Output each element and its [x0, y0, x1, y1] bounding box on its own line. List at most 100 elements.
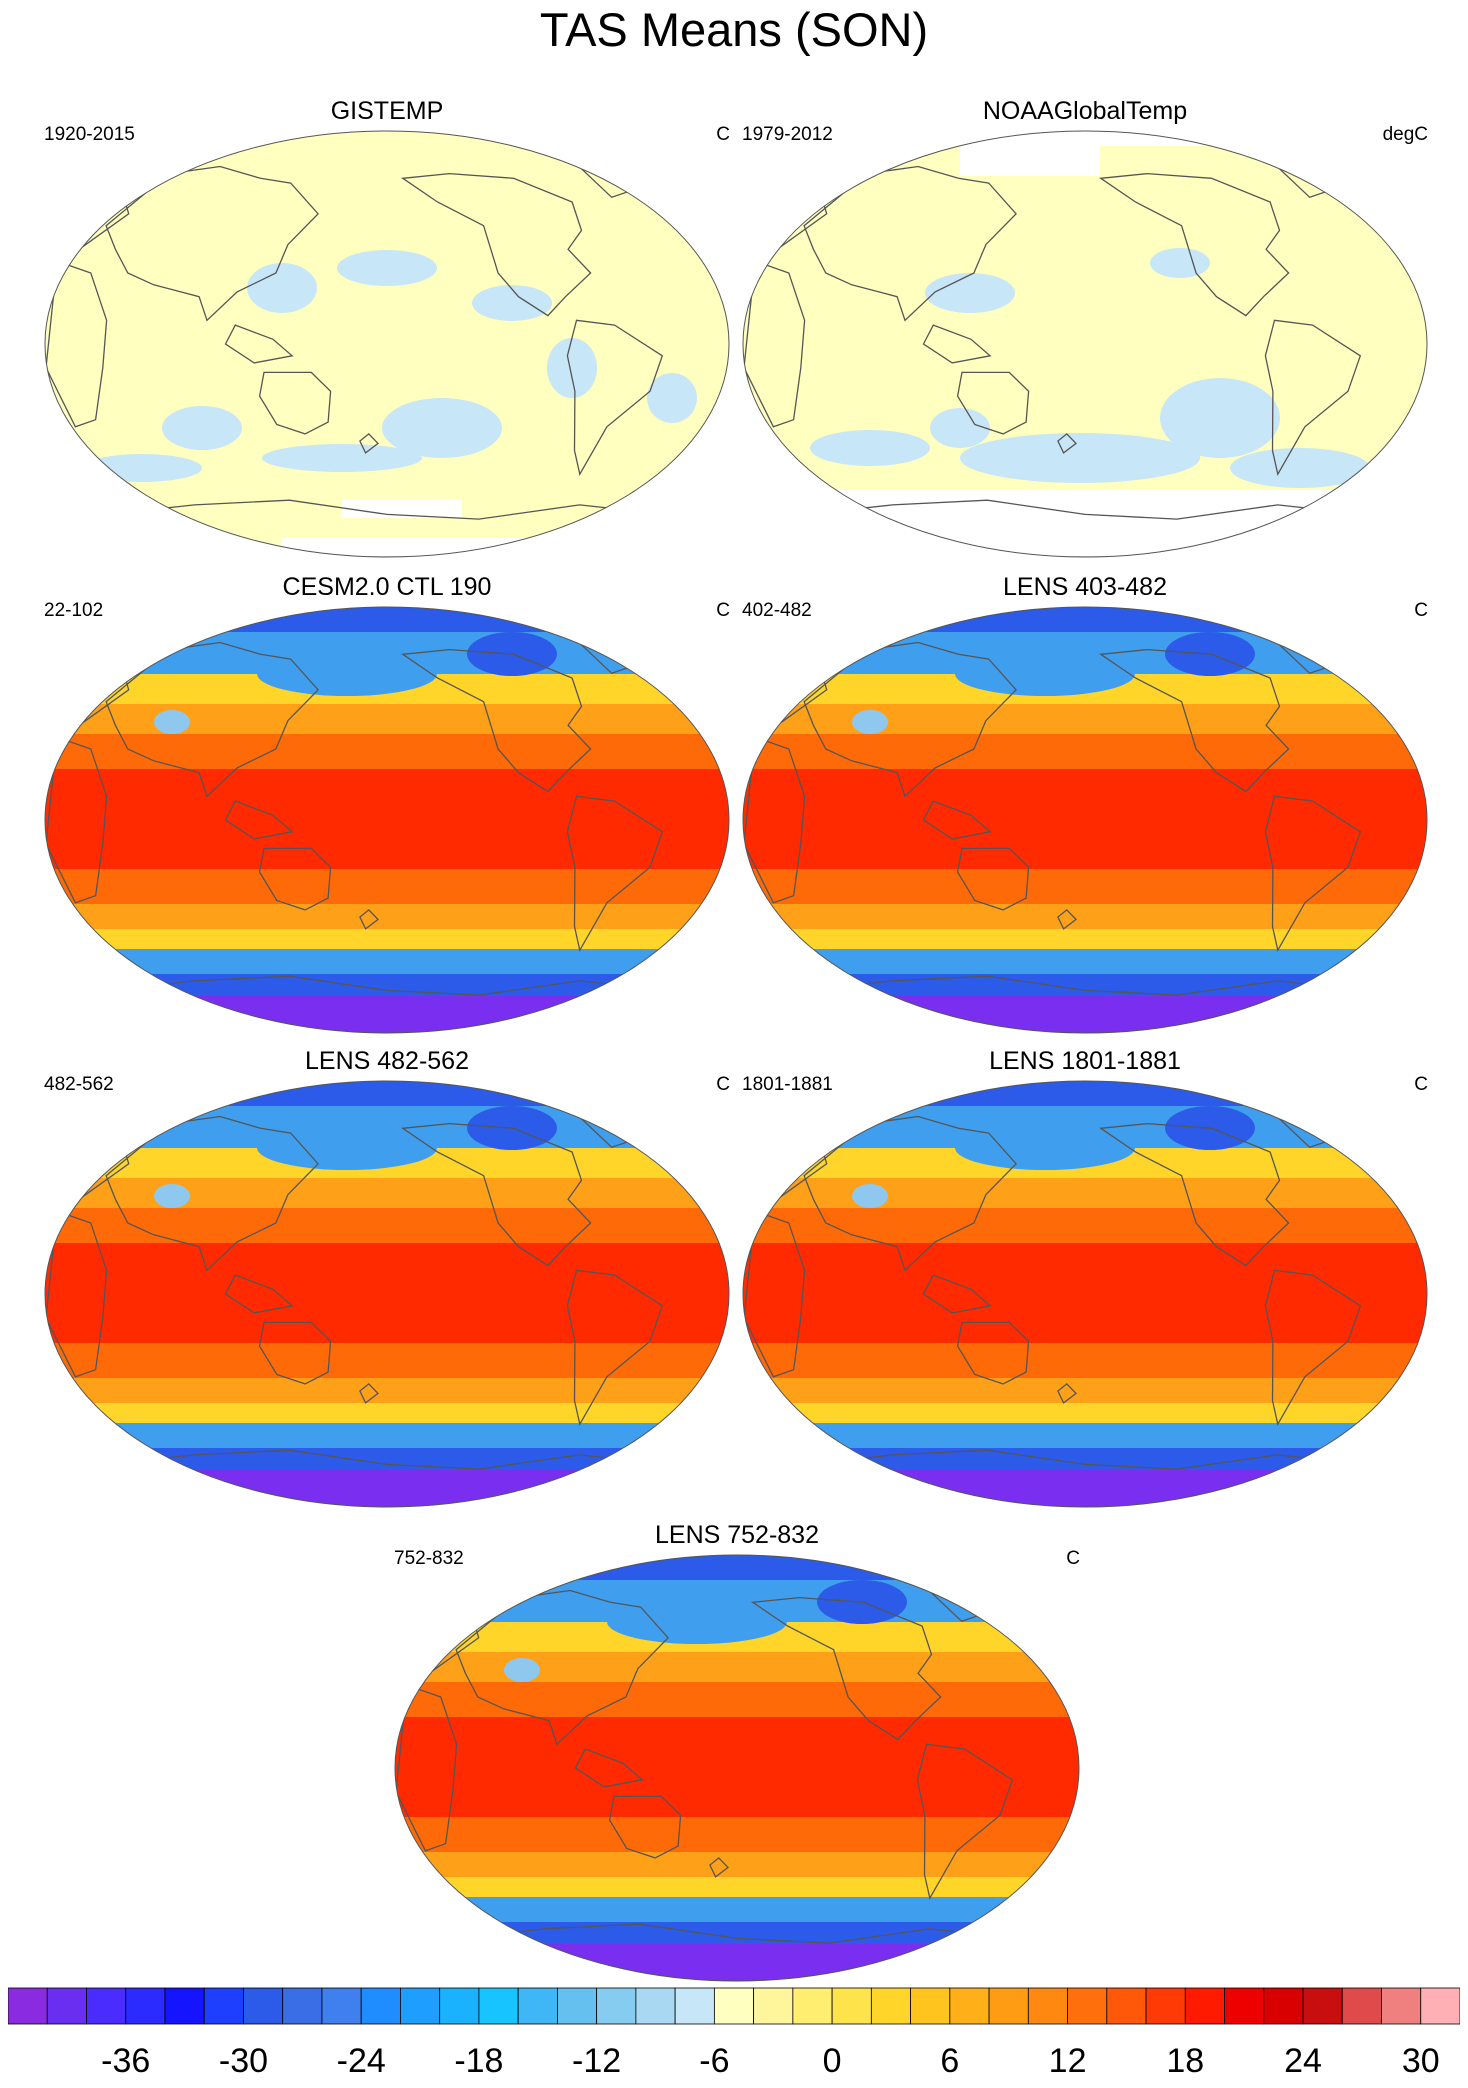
colorbar: -36-30-24-18-12-6061218243036 — [8, 1987, 1460, 2080]
map-border — [742, 1080, 1428, 1508]
cool-anomaly-region — [960, 433, 1200, 483]
tibetan-plateau-cold-region — [852, 1184, 888, 1208]
siberia-cold-region — [955, 652, 1135, 696]
coastline-africa — [743, 260, 806, 428]
temperature-band — [45, 734, 729, 769]
colorbar-tick-label: -6 — [699, 2042, 729, 2080]
colorbar-box — [753, 1987, 794, 2025]
temperature-band — [45, 1208, 729, 1243]
panel-units-label: degC — [1382, 124, 1428, 145]
colorbar-box — [478, 1987, 519, 2025]
colorbar-box — [321, 1987, 362, 2025]
cool-anomaly-region — [262, 444, 422, 472]
coastline-samerica — [566, 319, 664, 476]
temperature-band — [45, 1378, 729, 1403]
cool-anomaly-region — [382, 398, 502, 458]
colorbar-tick-label: 12 — [1049, 2042, 1087, 2080]
tibetan-plateau-cold-region — [154, 710, 190, 734]
map-border — [44, 1080, 730, 1508]
coastline-antarctica — [104, 499, 670, 557]
colorbar-tick-label: 18 — [1166, 2042, 1204, 2080]
map-border — [742, 130, 1428, 558]
colorbar-box — [1145, 1987, 1186, 2025]
cool-anomaly-region — [930, 408, 990, 448]
temperature-band — [395, 1877, 1079, 1897]
map-panel-noaa: NOAAGlobalTemp 1979-2012 degC — [740, 96, 1430, 566]
siberia-cold-region — [257, 1126, 437, 1170]
coastline-seasia — [922, 324, 992, 364]
panel-title: GISTEMP — [330, 97, 444, 125]
coastline-africa — [395, 1684, 458, 1852]
temperature-band — [45, 1423, 729, 1448]
cool-anomaly-region — [337, 250, 437, 286]
cool-anomaly-region — [472, 285, 552, 321]
coastline-seasia — [224, 324, 294, 364]
map-panel-lens-752: LENS 752-832 752-832 C — [392, 1520, 1082, 1990]
missing-data-region — [743, 490, 1427, 557]
temperature-band — [743, 996, 1427, 1033]
panel-units-label: C — [716, 1074, 730, 1095]
colorbar-tick-label: 30 — [1402, 2042, 1440, 2080]
coastline-asia — [105, 165, 319, 322]
temperature-band — [45, 929, 729, 949]
coastline-samerica — [1264, 795, 1362, 952]
map-panel-lens-403: LENS 403-482 402-482 C — [740, 572, 1430, 1042]
temperature-band — [395, 1897, 1079, 1922]
temperature-band — [743, 1378, 1427, 1403]
colorbar-box — [400, 1987, 441, 2025]
colorbar-box — [517, 1987, 558, 2025]
temperature-band — [45, 974, 729, 996]
coastline-asia — [105, 641, 319, 798]
temperature-band — [743, 1448, 1427, 1470]
coastline-samerica — [1264, 1269, 1362, 1426]
coastline-asia — [803, 165, 1017, 322]
colorbar-box — [1302, 1987, 1343, 2025]
temperature-band — [45, 704, 729, 734]
cool-anomaly-region — [1150, 248, 1210, 278]
coastline-antarctica — [802, 975, 1368, 1033]
colorbar-box — [635, 1987, 676, 2025]
temperature-band — [395, 1852, 1079, 1877]
map-panel-gistemp: GISTEMP 1920-2015 C — [42, 96, 732, 566]
colorbar-box — [910, 1987, 951, 2025]
panel-title: LENS 482-562 — [304, 1047, 469, 1075]
temperature-band — [395, 1944, 1079, 1981]
coastline-nzealand — [359, 1383, 379, 1404]
temperature-band — [45, 1243, 729, 1343]
colorbar-tick-label: 6 — [940, 2042, 959, 2080]
panel-title: LENS 403-482 — [1002, 573, 1167, 601]
panel-title: LENS 1801-1881 — [989, 1047, 1181, 1075]
coastline-australia — [258, 847, 332, 911]
coastline-africa — [45, 1210, 108, 1378]
cool-anomaly-region — [810, 430, 930, 466]
panel-period-label: 1920-2015 — [44, 124, 135, 145]
temperature-band — [743, 704, 1427, 734]
world-map — [394, 1554, 1080, 1982]
temperature-band — [395, 1682, 1079, 1717]
panel-units-label: C — [1066, 1548, 1080, 1569]
panel-units-label: C — [1414, 600, 1428, 621]
siberia-cold-region — [955, 1126, 1135, 1170]
panel-title: LENS 752-832 — [654, 1521, 819, 1549]
cool-anomaly-region — [1160, 378, 1280, 458]
colorbar-box — [86, 1987, 127, 2025]
colorbar-box — [203, 1987, 244, 2025]
map-border — [44, 130, 730, 558]
tibetan-plateau-cold-region — [154, 1184, 190, 1208]
colorbar-box — [870, 1987, 911, 2025]
coastline-australia — [956, 371, 1030, 435]
coastline-samerica — [566, 1269, 664, 1426]
panel-title: NOAAGlobalTemp — [982, 97, 1188, 125]
panel-period-label: 752-832 — [394, 1548, 464, 1569]
field-background — [45, 131, 729, 557]
colorbar-box — [243, 1987, 284, 2025]
temperature-band — [45, 869, 729, 904]
panel-period-label: 22-102 — [44, 600, 104, 621]
coastline-antarctica — [802, 499, 1368, 557]
temperature-band — [743, 607, 1427, 632]
map-panel-cesm-ctl: CESM2.0 CTL 190 22-102 C — [42, 572, 732, 1042]
temperature-band — [743, 904, 1427, 929]
missing-data-region — [342, 500, 462, 518]
coastline-namerica — [1098, 648, 1290, 793]
coastline-seasia — [224, 800, 294, 840]
